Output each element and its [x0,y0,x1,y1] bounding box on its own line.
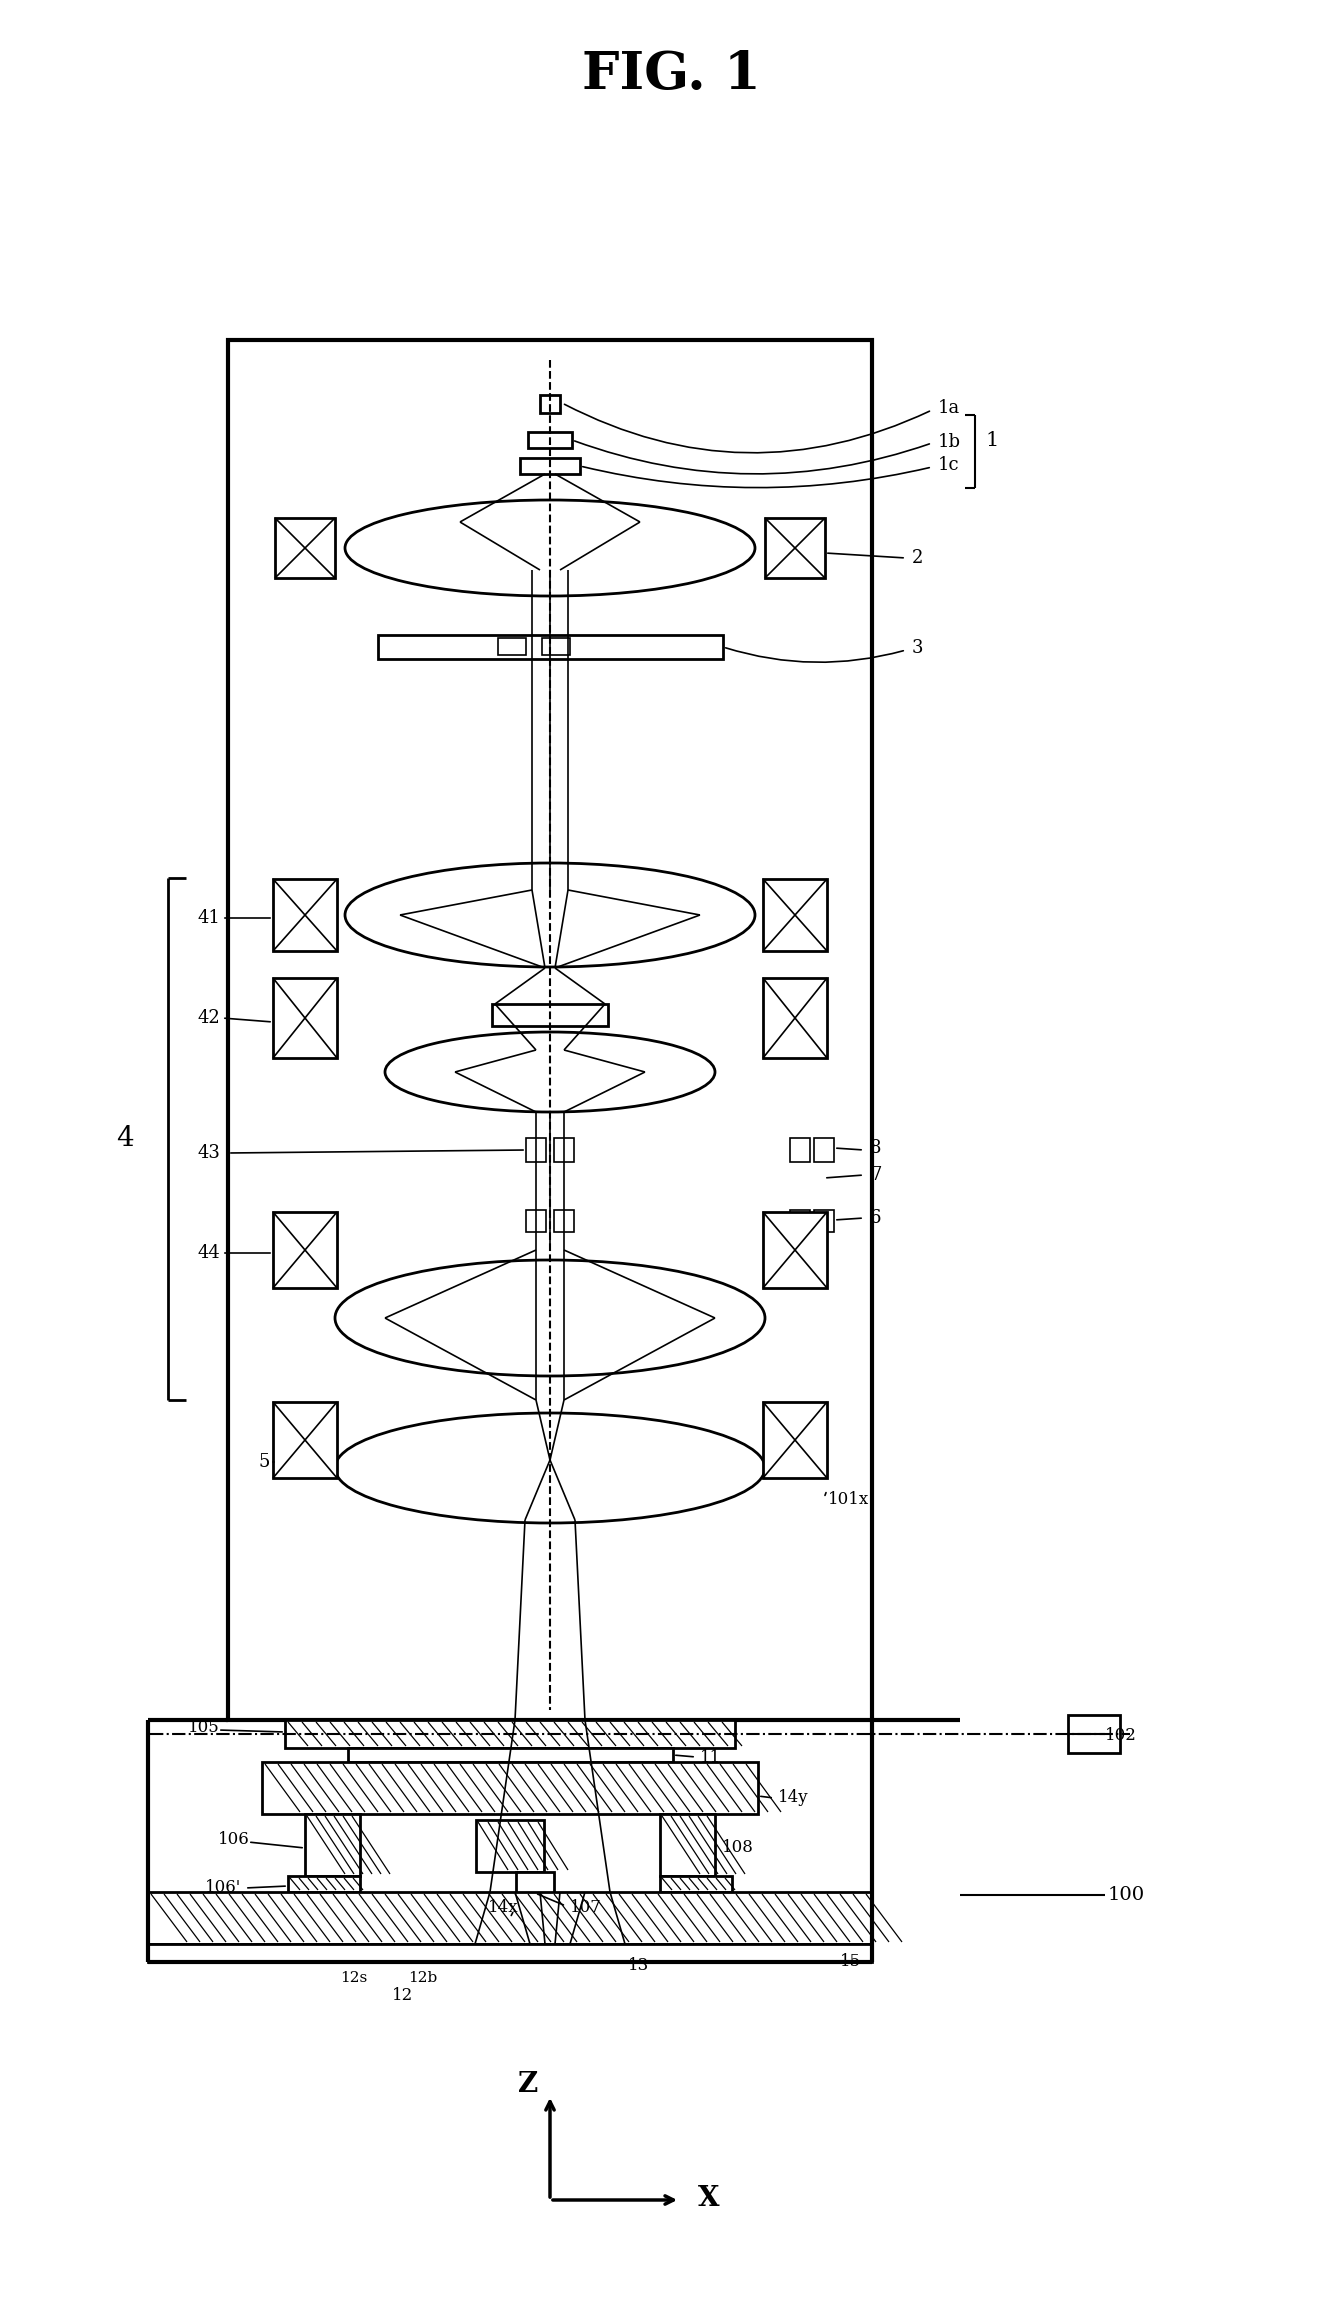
Text: 5: 5 [258,1453,270,1472]
Text: 7: 7 [870,1166,882,1184]
Bar [519,459,580,473]
Bar [289,1875,360,1891]
Text: X: X [698,2184,719,2211]
Bar [554,1138,574,1161]
Ellipse shape [345,862,756,967]
Ellipse shape [336,1414,765,1523]
Bar [554,1210,574,1231]
Text: 100: 100 [1108,1887,1145,1903]
Bar [526,1138,546,1161]
Bar [764,1212,827,1289]
Bar [148,1945,872,1961]
Bar [539,394,560,413]
Bar [148,1891,872,1945]
Text: 6: 6 [870,1210,882,1226]
Bar [517,1873,554,1894]
Bar [262,1762,758,1815]
Bar [378,635,723,658]
Bar [498,637,526,656]
Text: 14x: 14x [488,1898,518,1917]
Bar [272,1212,337,1289]
Bar [815,1138,833,1161]
Bar [272,978,337,1057]
Bar [272,879,337,950]
Bar [305,1815,360,1875]
Bar [476,1820,544,1873]
Text: 13: 13 [628,1956,650,1973]
Bar [764,879,827,950]
Bar [348,1748,672,1762]
Text: 11: 11 [701,1748,721,1766]
Text: 2: 2 [913,549,923,568]
Text: 102: 102 [1104,1727,1137,1745]
Bar [228,341,872,1720]
Ellipse shape [336,1261,765,1377]
Bar [285,1720,735,1748]
Bar [527,431,572,447]
Bar [526,1210,546,1231]
Text: 12b: 12b [408,1970,437,1984]
Text: 14y: 14y [778,1789,809,1806]
Text: 101x: 101x [828,1490,870,1509]
Bar [660,1875,731,1891]
Text: 4: 4 [117,1127,134,1152]
Text: 106: 106 [217,1831,250,1847]
Text: 41: 41 [199,909,221,927]
Text: 1a: 1a [938,399,961,417]
Text: 1: 1 [985,431,998,450]
Text: 105: 105 [188,1720,220,1736]
Bar [765,517,825,577]
Text: 108: 108 [722,1840,754,1857]
Bar [660,1815,715,1875]
Ellipse shape [385,1032,715,1113]
Bar [272,1402,337,1479]
Text: 12: 12 [392,1987,413,2003]
Bar [542,637,570,656]
Bar [1068,1715,1121,1752]
Text: 1b: 1b [938,433,961,452]
Text: 1c: 1c [938,457,960,473]
Text: 42: 42 [199,1008,220,1027]
Text: 107: 107 [570,1898,601,1917]
Bar [764,1402,827,1479]
Bar [764,978,827,1057]
Text: 8: 8 [870,1138,882,1157]
Text: FIG. 1: FIG. 1 [581,49,761,100]
Text: 44: 44 [199,1245,220,1261]
Text: 12s: 12s [340,1970,368,1984]
Text: 43: 43 [199,1145,221,1161]
Bar [790,1210,811,1231]
Bar [790,1138,811,1161]
Bar [815,1210,833,1231]
Bar [493,1004,608,1027]
Text: 15: 15 [840,1954,862,1970]
Text: Z: Z [518,2072,538,2098]
Text: 3: 3 [913,640,923,656]
Text: 106': 106' [205,1880,242,1896]
Ellipse shape [345,501,756,596]
Bar [275,517,336,577]
